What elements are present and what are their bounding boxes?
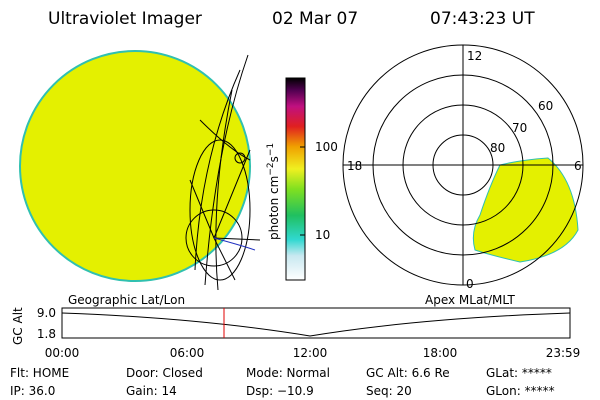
x-tick-label: 23:59 [546, 346, 581, 360]
x-tick-label: 12:00 [293, 346, 328, 360]
status-field: IP: 36.0 [10, 384, 55, 398]
colorbar-tick: 10 [315, 228, 330, 242]
mlt-label: 18 [347, 159, 362, 173]
mlt-label: 12 [467, 49, 482, 63]
colorbar-label: photon cm−2s−1 [266, 143, 281, 240]
status-field: Seq: 20 [366, 384, 412, 398]
status-field: GLon: ***** [486, 384, 555, 398]
panel-caption: Apex MLat/MLT [425, 293, 515, 307]
status-field: GC Alt: 6.6 Re [366, 366, 450, 380]
time: 07:43:23 UT [430, 9, 535, 29]
altitude-plot [61, 307, 571, 339]
mlt-label: 0 [466, 277, 474, 291]
status-field: Door: Closed [126, 366, 203, 380]
y-tick-label: 9.0 [37, 306, 56, 320]
status-field: Flt: HOME [10, 366, 69, 380]
mlt-label: 6 [574, 159, 582, 173]
panel-caption: Geographic Lat/Lon [68, 293, 185, 307]
y-tick-label: 1.8 [37, 327, 56, 341]
colorbar [285, 77, 306, 281]
lat-label: 70 [512, 121, 527, 135]
status-field: GLat: ***** [486, 366, 552, 380]
lat-label: 80 [490, 141, 505, 155]
geo-image [19, 50, 261, 291]
status-field: Gain: 14 [126, 384, 177, 398]
polar-plot [342, 44, 584, 286]
x-tick-label: 06:00 [170, 346, 205, 360]
lat-label: 60 [538, 99, 553, 113]
status-field: Dsp: −10.9 [246, 384, 314, 398]
x-tick-label: 00:00 [45, 346, 80, 360]
y-axis-label: GC Alt [11, 307, 25, 345]
x-tick-label: 18:00 [423, 346, 458, 360]
title: Ultraviolet Imager [48, 9, 202, 29]
colorbar-tick: 100 [315, 140, 338, 154]
status-field: Mode: Normal [246, 366, 330, 380]
date: 02 Mar 07 [272, 9, 358, 29]
